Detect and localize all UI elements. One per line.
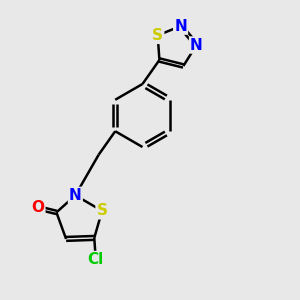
Text: N: N: [69, 188, 82, 203]
Text: Cl: Cl: [88, 252, 104, 267]
Text: N: N: [190, 38, 203, 52]
Text: O: O: [31, 200, 44, 215]
Text: N: N: [174, 19, 187, 34]
Text: S: S: [97, 203, 108, 218]
Text: S: S: [152, 28, 163, 43]
